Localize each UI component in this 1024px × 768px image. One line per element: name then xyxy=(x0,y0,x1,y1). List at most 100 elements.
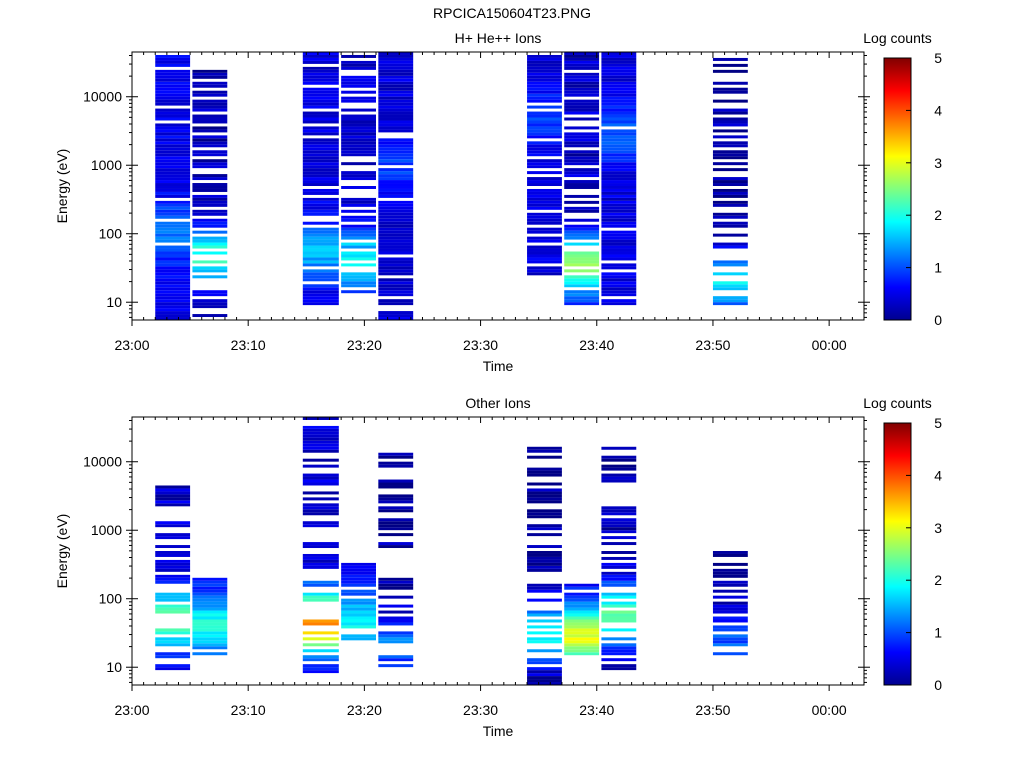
heatmap-cell xyxy=(601,168,637,172)
heatmap-cell xyxy=(527,254,562,258)
heatmap-cell xyxy=(712,215,748,219)
heatmap-cell xyxy=(302,491,339,495)
heatmap-cell xyxy=(712,90,748,94)
heatmap-cell xyxy=(527,640,562,644)
heatmap-cell xyxy=(527,260,562,264)
heatmap-cell xyxy=(601,281,637,285)
heatmap-cell xyxy=(564,171,600,175)
heatmap-cell xyxy=(378,203,414,207)
heatmap-cell xyxy=(155,245,191,249)
heatmap-cell xyxy=(564,156,600,160)
heatmap-cell xyxy=(564,72,600,76)
heatmap-cell xyxy=(155,221,191,225)
heatmap-cell xyxy=(378,461,414,465)
heatmap-cell xyxy=(378,138,414,142)
heatmap-cell xyxy=(527,123,562,127)
heatmap-cell xyxy=(192,236,228,240)
x-tick-label: 23:30 xyxy=(463,337,498,353)
heatmap-cell xyxy=(192,69,228,73)
heatmap-cell xyxy=(341,96,376,100)
heatmap-cell xyxy=(601,479,637,483)
heatmap-cell xyxy=(192,141,228,145)
heatmap-cell xyxy=(341,562,376,566)
heatmap-cell xyxy=(378,162,414,166)
heatmap-cell xyxy=(341,120,376,124)
heatmap-cell xyxy=(192,194,228,198)
heatmap-cell xyxy=(564,646,600,650)
heatmap-cell xyxy=(192,622,228,626)
heatmap-cell xyxy=(155,239,191,243)
heatmap-cell xyxy=(155,643,191,647)
x-axis-label: Time xyxy=(483,358,514,374)
heatmap-cell xyxy=(378,290,414,294)
heatmap-cell xyxy=(378,485,414,489)
heatmap-cell xyxy=(155,308,191,312)
heatmap-cell xyxy=(378,191,414,195)
heatmap-cell xyxy=(527,673,562,677)
heatmap-cell xyxy=(527,191,562,195)
heatmap-cell xyxy=(527,69,562,73)
heatmap-cell xyxy=(341,637,376,641)
heatmap-cell xyxy=(302,428,339,432)
heatmap-cell xyxy=(601,619,637,623)
heatmap-cell xyxy=(527,84,562,88)
heatmap-cell xyxy=(527,515,562,519)
heatmap-cell xyxy=(527,598,562,602)
heatmap-cell xyxy=(192,242,228,246)
heatmap-cell xyxy=(302,437,339,441)
heatmap-cell xyxy=(378,66,414,70)
heatmap-cell xyxy=(564,604,600,608)
heatmap-cell xyxy=(192,245,228,249)
heatmap-cell xyxy=(527,682,562,685)
heatmap-cell xyxy=(712,141,748,145)
heatmap-cell xyxy=(192,183,228,186)
heatmap-cell xyxy=(378,188,414,192)
heatmap-cell xyxy=(601,117,637,121)
heatmap-cell xyxy=(712,203,748,207)
heatmap-cell xyxy=(527,66,562,70)
heatmap-cell xyxy=(712,180,748,184)
heatmap-cell xyxy=(302,93,339,97)
heatmap-cell xyxy=(341,634,376,638)
heatmap-cell xyxy=(302,302,339,306)
heatmap-cell xyxy=(378,242,414,246)
heatmap-cell xyxy=(564,625,600,629)
heatmap-cell xyxy=(564,75,600,79)
heatmap-cell xyxy=(192,260,228,264)
heatmap-cell xyxy=(155,117,191,121)
heatmap-cell xyxy=(155,305,191,309)
heatmap-cell xyxy=(601,102,637,106)
colorbar-tick-label: 2 xyxy=(934,207,942,223)
heatmap-cell xyxy=(341,132,376,136)
heatmap-cell xyxy=(601,66,637,70)
heatmap-cell xyxy=(302,174,339,178)
heatmap-cell xyxy=(712,135,748,139)
heatmap-cell xyxy=(527,553,562,557)
colorbar-label: Log counts xyxy=(863,30,932,46)
heatmap-cell xyxy=(527,72,562,76)
heatmap-cell xyxy=(378,147,414,151)
heatmap-cell xyxy=(564,293,600,297)
heatmap-cell xyxy=(527,494,562,498)
heatmap-cell xyxy=(601,542,637,546)
heatmap-cell xyxy=(378,580,414,584)
heatmap-cell xyxy=(527,105,562,109)
heatmap-cell xyxy=(302,643,339,647)
colorbar-label: Log counts xyxy=(863,395,932,411)
heatmap-cell xyxy=(302,479,339,483)
heatmap-cell xyxy=(302,209,339,213)
heatmap-cell xyxy=(341,598,376,602)
heatmap-cell xyxy=(302,449,339,453)
heatmap-cell xyxy=(302,417,339,420)
heatmap-cell xyxy=(564,93,600,97)
heatmap-cell xyxy=(527,449,562,453)
heatmap-cell xyxy=(712,619,748,623)
heatmap-cell xyxy=(155,224,191,228)
heatmap-cell xyxy=(302,649,339,653)
y-tick-label: 10000 xyxy=(83,89,122,105)
heatmap-cell xyxy=(155,159,191,163)
heatmap-cell xyxy=(527,60,562,64)
heatmap-cell xyxy=(527,54,562,58)
heatmap-cell xyxy=(712,63,748,67)
heatmap-cell xyxy=(527,194,562,198)
